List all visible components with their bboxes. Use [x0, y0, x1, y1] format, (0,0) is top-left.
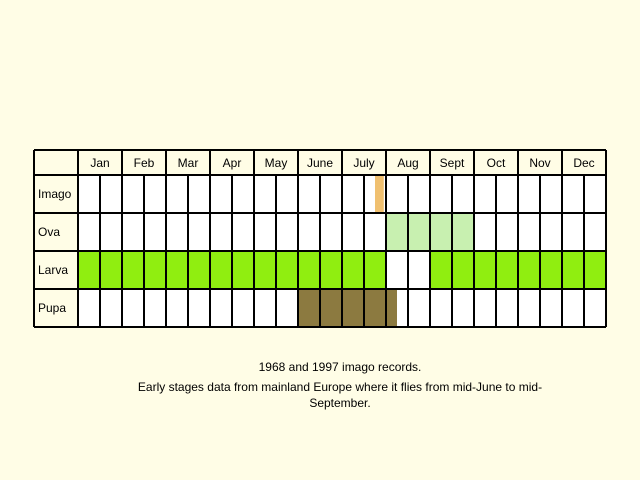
month-label: Apr [223, 156, 242, 170]
month-label: Nov [529, 156, 550, 170]
caption-records: 1968 and 1997 imago records. [258, 360, 422, 374]
caption-early-stages: Early stages data from mainland Europe w… [137, 380, 543, 410]
month-label: Sept [440, 156, 465, 170]
month-label: Aug [397, 156, 418, 170]
month-label: Mar [178, 156, 199, 170]
month-label: Feb [134, 156, 155, 170]
month-label: May [265, 156, 288, 170]
stage-label: Ova [38, 225, 60, 239]
stage-label: Pupa [38, 301, 66, 315]
stage-label: Larva [38, 263, 68, 277]
pupa-period-bar [298, 289, 397, 327]
month-label: Dec [573, 156, 594, 170]
imago-period-bar [375, 175, 384, 213]
stage-label: Imago [38, 187, 72, 201]
month-label: Jan [90, 156, 109, 170]
month-label: June [307, 156, 333, 170]
month-label: July [353, 156, 374, 170]
month-label: Oct [487, 156, 506, 170]
